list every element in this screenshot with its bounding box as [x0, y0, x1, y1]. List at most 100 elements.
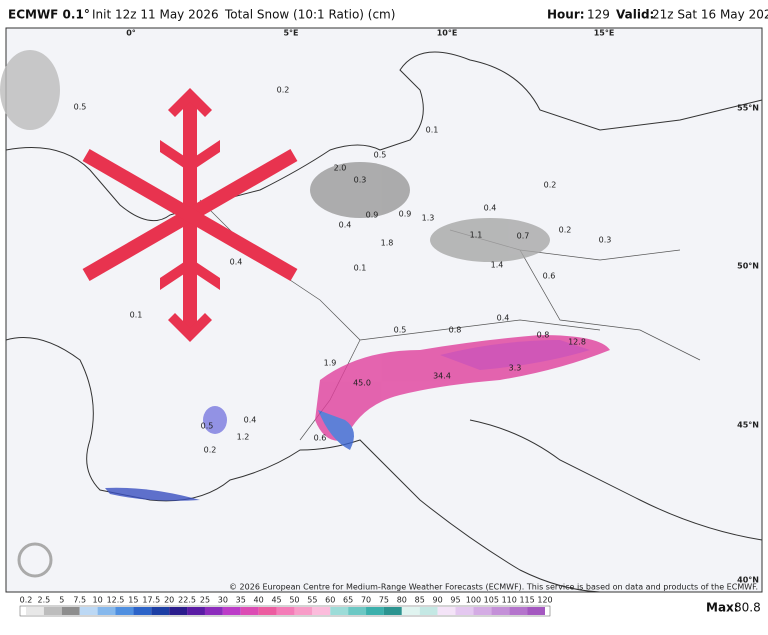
product: Total Snow (10:1 Ratio) (cm)	[224, 8, 395, 22]
snow-value: 0.4	[484, 204, 497, 213]
snow-value: 0.2	[277, 86, 290, 95]
colorbar-tick: 0.2	[20, 596, 33, 605]
longitude-label: 0°	[126, 29, 136, 38]
snow-value: 0.8	[449, 326, 462, 335]
colorbar-tick: 80	[397, 596, 407, 605]
colorbar-tick: 50	[289, 596, 299, 605]
max-label: Max:	[706, 601, 739, 615]
snow-value: 0.4	[339, 221, 352, 230]
snow-value: 3.3	[509, 364, 522, 373]
valid-label: Valid:	[616, 8, 654, 22]
snow-value: 0.2	[204, 446, 217, 455]
colorbar-tick: 70	[361, 596, 371, 605]
snow-value: 0.3	[599, 236, 612, 245]
snow-value: 0.2	[544, 181, 557, 190]
snow-value: 1.8	[381, 239, 394, 248]
snow-areas	[0, 50, 610, 501]
snow-value: 0.9	[366, 211, 379, 220]
snow-value: 0.1	[354, 264, 367, 273]
snow-value: 0.1	[426, 126, 439, 135]
watermark	[17, 542, 53, 578]
colorbar-swatch	[169, 607, 188, 615]
colorbar-tick: 10	[92, 596, 102, 605]
snow-value: 0.2	[559, 226, 572, 235]
colorbar-swatch	[204, 607, 223, 615]
longitude-label: 10°E	[437, 29, 458, 38]
snow-value: 0.5	[201, 422, 214, 431]
snow-value: 12.8	[568, 338, 586, 347]
colorbar-swatch	[240, 607, 259, 615]
snowflake-logo	[82, 88, 298, 342]
snow-alps-blue	[318, 410, 354, 450]
snow-gray	[310, 162, 410, 218]
colorbar-tick: 95	[450, 596, 460, 605]
copyright: © 2026 European Centre for Medium-Range …	[229, 583, 758, 592]
longitude-label: 5°E	[283, 29, 298, 38]
colorbar-tick: 65	[343, 596, 353, 605]
colorbar-swatch	[294, 607, 313, 615]
colorbar-swatch	[419, 607, 438, 615]
colorbar-tick: 40	[254, 596, 264, 605]
coastline	[5, 51, 763, 222]
snow-value: 2.0	[334, 164, 347, 173]
colorbar-swatch	[348, 607, 367, 615]
borders	[199, 199, 701, 441]
latitude-label: 45°N	[737, 421, 759, 430]
colorbar-tick: 85	[415, 596, 425, 605]
colorbar-tick: 22.5	[178, 596, 196, 605]
colorbar-swatch	[366, 607, 384, 615]
snow-value: 45.0	[353, 379, 371, 388]
colorbar-swatch	[43, 607, 62, 615]
snow-value: 1.9	[324, 359, 337, 368]
colorbar-tick: 2.5	[38, 596, 51, 605]
snow-gray	[430, 218, 550, 262]
coastline-south	[5, 337, 763, 593]
colorbar-tick: 15	[128, 596, 138, 605]
colorbar-tick: 17.5	[142, 596, 160, 605]
snow-value: 0.5	[394, 326, 407, 335]
snow-alps-core	[440, 340, 590, 370]
snow-value: 0.7	[517, 232, 530, 241]
snow-value: 0.1	[130, 311, 143, 320]
colorbar-swatch	[473, 607, 492, 615]
snow-gray	[0, 50, 60, 130]
snow-pyrenees	[105, 487, 200, 501]
snow-value: 0.4	[230, 258, 243, 267]
colorbar-tick: 45	[271, 596, 281, 605]
snow-value: 0.8	[537, 331, 550, 340]
colorbar-swatch	[151, 607, 170, 615]
flake-arm	[82, 148, 298, 282]
colorbar-tick: 60	[325, 596, 335, 605]
map-frame	[5, 27, 763, 593]
hour-label: Hour:	[547, 8, 585, 22]
colorbar-swatch	[276, 607, 295, 615]
snow-value: 1.1	[470, 231, 483, 240]
colorbar-tick: 35	[236, 596, 246, 605]
model: ECMWF 0.1°	[8, 8, 90, 22]
colorbar-swatch	[491, 607, 510, 615]
snow-value: 0.6	[543, 272, 556, 281]
latitude-label: 55°N	[737, 104, 759, 113]
colorbar-swatch	[79, 607, 98, 615]
snow-value: 0.9	[399, 210, 412, 219]
colorbar-tick: 20	[164, 596, 174, 605]
map	[0, 27, 763, 593]
colorbar-tick: 30	[218, 596, 228, 605]
colorbar-tick: 105	[484, 596, 499, 605]
snow-value: 0.4	[244, 416, 257, 425]
colorbar-swatch	[26, 607, 44, 615]
valid: 21z Sat 16 May 2026	[652, 8, 768, 22]
colorbar-swatch	[401, 607, 420, 615]
colorbar-swatch	[97, 607, 116, 615]
latitude-label: 50°N	[737, 262, 759, 271]
colorbar-swatch	[258, 607, 277, 615]
snow-value: 0.6	[314, 434, 327, 443]
colorbar-tick: 5	[59, 596, 64, 605]
snow-value: 1.2	[237, 433, 250, 442]
colorbar-swatch	[187, 607, 205, 615]
colorbar-swatch	[312, 607, 331, 615]
colorbar-tick: 75	[379, 596, 389, 605]
snow-value: 34.4	[433, 372, 451, 381]
init: Init 12z 11 May 2026	[92, 8, 219, 22]
colorbar-swatch	[133, 607, 152, 615]
